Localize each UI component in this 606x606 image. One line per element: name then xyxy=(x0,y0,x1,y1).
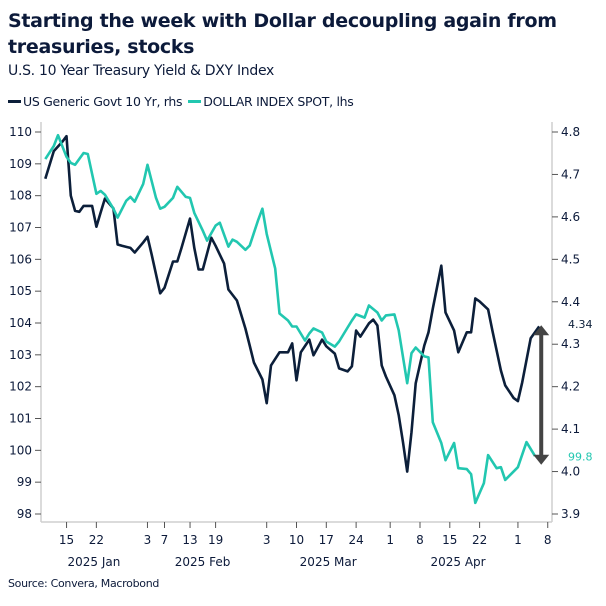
x-tick-label: 1 xyxy=(386,533,394,547)
month-label: 2025 Mar xyxy=(300,555,357,569)
arrow-head-down-icon xyxy=(533,454,550,465)
left-tick-label: 100 xyxy=(9,443,32,457)
month-label: 2025 Feb xyxy=(175,555,231,569)
arrow-head-up-icon xyxy=(533,325,550,336)
x-tick-label: 24 xyxy=(348,533,363,547)
right-tick-label: 4.3 xyxy=(561,337,580,351)
legend-swatch-dxy xyxy=(188,100,202,103)
legend-label-dxy: DOLLAR INDEX SPOT, lhs xyxy=(203,94,354,109)
series-line-dollar-index xyxy=(44,133,537,505)
right-tick-label: 3.9 xyxy=(561,507,580,521)
month-label: 2025 Apr xyxy=(430,555,485,569)
dxy-end-value-label: 99.8 xyxy=(568,451,593,464)
left-tick-label: 103 xyxy=(9,348,32,362)
left-tick-label: 98 xyxy=(17,507,32,521)
x-tick-label: 3 xyxy=(144,533,152,547)
x-tick-label: 7 xyxy=(161,533,169,547)
x-tick-label: 22 xyxy=(472,533,487,547)
x-tick-label: 3 xyxy=(263,533,271,547)
legend-item-dxy: DOLLAR INDEX SPOT, lhs xyxy=(188,94,354,109)
yield-end-value-label: 4.34 xyxy=(568,318,593,331)
x-tick-label: 1 xyxy=(514,533,522,547)
legend: US Generic Govt 10 Yr, rhs DOLLAR INDEX … xyxy=(8,94,359,109)
left-tick-label: 107 xyxy=(9,221,32,235)
left-tick-label: 104 xyxy=(9,316,32,330)
right-tick-label: 4.5 xyxy=(561,252,580,266)
legend-item-yield: US Generic Govt 10 Yr, rhs xyxy=(8,94,183,109)
right-tick-label: 4.7 xyxy=(561,167,580,181)
x-tick-label: 15 xyxy=(442,533,457,547)
x-tick-label: 13 xyxy=(182,533,197,547)
legend-swatch-yield xyxy=(8,100,21,103)
chart-title: Starting the week with Dollar decoupling… xyxy=(8,10,557,58)
right-tick-label: 4.1 xyxy=(561,422,580,436)
right-tick-label: 4.2 xyxy=(561,380,580,394)
left-tick-label: 106 xyxy=(9,252,32,266)
source-note: Source: Convera, Macrobond xyxy=(8,577,160,590)
left-tick-label: 99 xyxy=(17,475,32,489)
x-tick-label: 17 xyxy=(319,533,334,547)
chart-subtitle: U.S. 10 Year Treasury Yield & DXY Index xyxy=(8,63,274,79)
x-tick-label: 8 xyxy=(416,533,424,547)
legend-label-yield: US Generic Govt 10 Yr, rhs xyxy=(23,94,183,109)
x-tick-label: 15 xyxy=(59,533,74,547)
left-tick-label: 101 xyxy=(9,412,32,426)
series-line-us-10y-yield xyxy=(44,134,541,473)
right-tick-label: 4.8 xyxy=(561,125,580,139)
left-tick-label: 102 xyxy=(9,380,32,394)
left-tick-label: 108 xyxy=(9,189,32,203)
left-tick-label: 110 xyxy=(9,125,32,139)
right-tick-label: 4.0 xyxy=(561,465,580,479)
x-tick-label: 8 xyxy=(544,533,552,547)
right-tick-label: 4.6 xyxy=(561,210,580,224)
left-tick-label: 105 xyxy=(9,284,32,298)
right-tick-label: 4.4 xyxy=(561,295,580,309)
left-tick-label: 109 xyxy=(9,157,32,171)
x-tick-label: 22 xyxy=(89,533,104,547)
x-tick-label: 19 xyxy=(208,533,223,547)
x-tick-label: 10 xyxy=(289,533,304,547)
month-label: 2025 Jan xyxy=(68,555,121,569)
